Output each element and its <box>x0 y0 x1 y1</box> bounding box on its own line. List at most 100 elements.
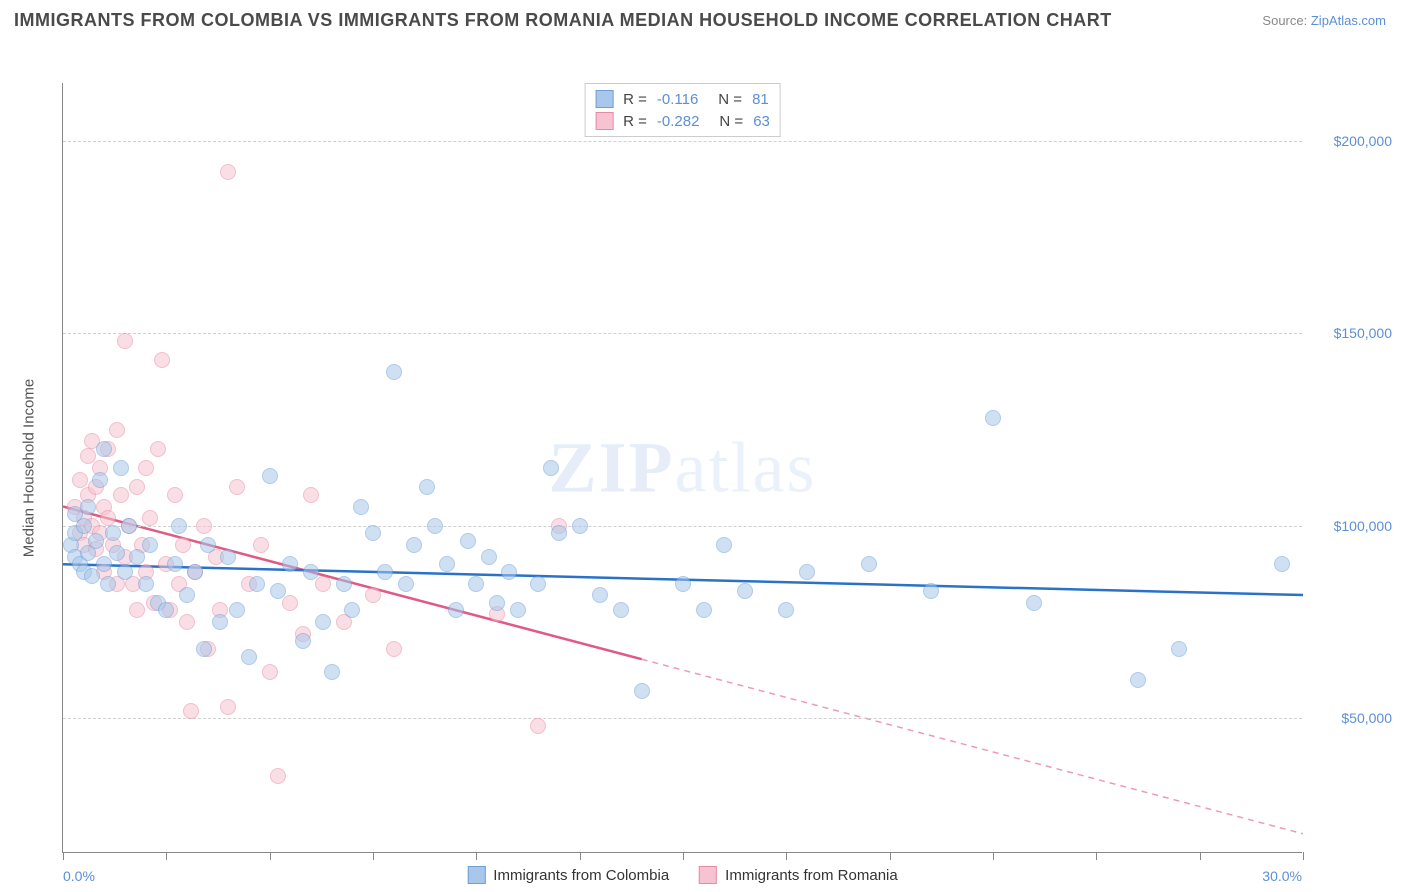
scatter-point-romania <box>315 576 331 592</box>
series-a-name: Immigrants from Colombia <box>493 867 669 884</box>
scatter-point-colombia <box>282 556 298 572</box>
x-tick <box>683 852 684 860</box>
scatter-point-romania <box>167 487 183 503</box>
scatter-point-colombia <box>315 614 331 630</box>
regression-line-romania-dashed <box>642 659 1303 834</box>
scatter-point-colombia <box>365 525 381 541</box>
x-tick <box>890 852 891 860</box>
scatter-point-colombia <box>270 583 286 599</box>
x-tick <box>166 852 167 860</box>
scatter-point-colombia <box>1130 672 1146 688</box>
scatter-point-colombia <box>179 587 195 603</box>
legend-series: Immigrants from Colombia Immigrants from… <box>467 866 897 884</box>
y-axis-title: Median Household Income <box>21 378 38 556</box>
scatter-point-colombia <box>861 556 877 572</box>
scatter-point-romania <box>138 460 154 476</box>
scatter-point-colombia <box>200 537 216 553</box>
scatter-point-colombia <box>398 576 414 592</box>
scatter-point-colombia <box>84 568 100 584</box>
legend-item-colombia: Immigrants from Colombia <box>467 866 669 884</box>
x-tick <box>1200 852 1201 860</box>
scatter-point-romania <box>72 472 88 488</box>
scatter-point-colombia <box>138 576 154 592</box>
scatter-point-colombia <box>171 518 187 534</box>
scatter-point-colombia <box>105 525 121 541</box>
y-tick-label: $50,000 <box>1312 710 1392 726</box>
scatter-point-romania <box>154 352 170 368</box>
scatter-point-colombia <box>129 549 145 565</box>
source-label: Source: <box>1262 13 1307 28</box>
scatter-point-colombia <box>196 641 212 657</box>
y-tick-label: $100,000 <box>1312 518 1392 534</box>
scatter-point-romania <box>113 487 129 503</box>
scatter-point-colombia <box>551 525 567 541</box>
x-tick <box>580 852 581 860</box>
legend-stats-row-a: R = -0.116 N = 81 <box>595 88 770 110</box>
scatter-point-colombia <box>295 633 311 649</box>
x-tick <box>993 852 994 860</box>
scatter-point-colombia <box>985 410 1001 426</box>
legend-item-romania: Immigrants from Romania <box>699 866 898 884</box>
scatter-point-colombia <box>262 468 278 484</box>
scatter-point-romania <box>220 164 236 180</box>
regression-lines <box>63 83 1303 853</box>
scatter-point-romania <box>530 718 546 734</box>
source-link[interactable]: ZipAtlas.com <box>1311 13 1386 28</box>
scatter-point-colombia <box>303 564 319 580</box>
scatter-point-colombia <box>501 564 517 580</box>
scatter-point-colombia <box>96 441 112 457</box>
scatter-point-colombia <box>121 518 137 534</box>
scatter-point-colombia <box>543 460 559 476</box>
chart-title: IMMIGRANTS FROM COLOMBIA VS IMMIGRANTS F… <box>14 10 1112 31</box>
scatter-point-romania <box>179 614 195 630</box>
scatter-point-colombia <box>158 602 174 618</box>
scatter-point-romania <box>129 602 145 618</box>
x-tick <box>786 852 787 860</box>
scatter-point-romania <box>117 333 133 349</box>
scatter-point-colombia <box>448 602 464 618</box>
scatter-point-romania <box>262 664 278 680</box>
x-tick <box>1096 852 1097 860</box>
scatter-point-colombia <box>406 537 422 553</box>
x-tick <box>373 852 374 860</box>
watermark-main: ZIP <box>549 427 675 507</box>
scatter-point-romania <box>142 510 158 526</box>
swatch-romania-icon <box>699 866 717 884</box>
scatter-point-colombia <box>88 533 104 549</box>
r-value-a: -0.116 <box>657 91 698 108</box>
scatter-point-colombia <box>249 576 265 592</box>
scatter-point-colombia <box>324 664 340 680</box>
watermark-sub: atlas <box>675 427 817 507</box>
scatter-point-romania <box>175 537 191 553</box>
scatter-point-colombia <box>336 576 352 592</box>
scatter-point-romania <box>253 537 269 553</box>
scatter-point-romania <box>270 768 286 784</box>
scatter-point-colombia <box>212 614 228 630</box>
scatter-point-romania <box>109 422 125 438</box>
n-label-b: N = <box>719 113 743 130</box>
r-label-b: R = <box>623 113 647 130</box>
legend-stats-row-b: R = -0.282 N = 63 <box>595 110 770 132</box>
gridline <box>63 526 1302 527</box>
x-tick <box>63 852 64 860</box>
scatter-point-colombia <box>386 364 402 380</box>
r-label-a: R = <box>623 91 647 108</box>
scatter-point-colombia <box>92 472 108 488</box>
plot-area: Median Household Income ZIPatlas R = -0.… <box>62 83 1302 853</box>
scatter-point-colombia <box>592 587 608 603</box>
swatch-colombia-icon <box>467 866 485 884</box>
scatter-point-colombia <box>778 602 794 618</box>
scatter-point-colombia <box>353 499 369 515</box>
scatter-point-colombia <box>510 602 526 618</box>
legend-stats-box: R = -0.116 N = 81 R = -0.282 N = 63 <box>584 83 781 137</box>
series-b-name: Immigrants from Romania <box>725 867 898 884</box>
scatter-point-colombia <box>142 537 158 553</box>
scatter-point-colombia <box>1274 556 1290 572</box>
scatter-point-colombia <box>117 564 133 580</box>
scatter-point-romania <box>303 487 319 503</box>
scatter-point-colombia <box>427 518 443 534</box>
scatter-point-colombia <box>716 537 732 553</box>
scatter-point-colombia <box>229 602 245 618</box>
scatter-point-romania <box>100 510 116 526</box>
scatter-point-colombia <box>344 602 360 618</box>
